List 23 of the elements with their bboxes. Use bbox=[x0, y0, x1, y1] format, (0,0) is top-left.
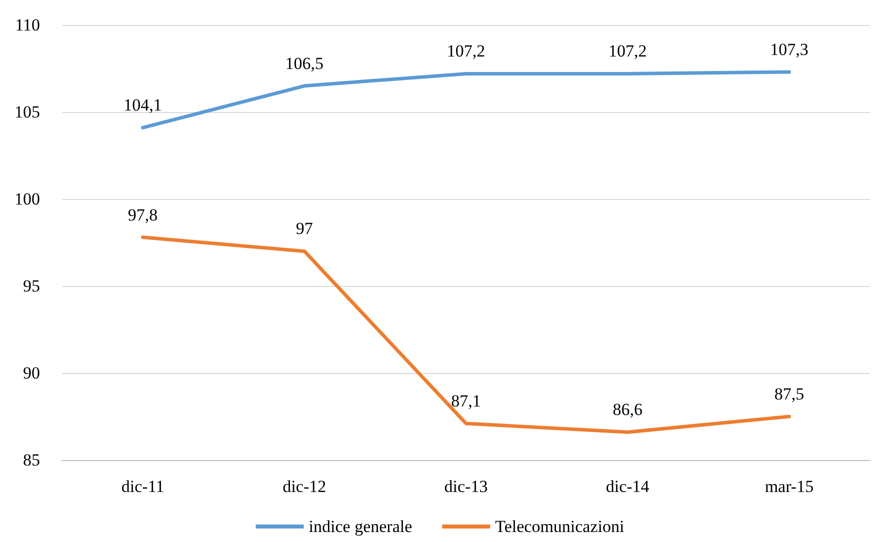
legend-label: indice generale bbox=[308, 517, 412, 536]
data-label: 87,1 bbox=[451, 391, 481, 410]
data-label: 86,6 bbox=[612, 400, 642, 420]
y-tick-label: 90 bbox=[23, 364, 40, 382]
y-tick-label: 85 bbox=[23, 450, 40, 470]
data-label: 106,5 bbox=[285, 54, 324, 73]
x-tick-label: mar-15 bbox=[764, 477, 814, 496]
data-label: 107,2 bbox=[608, 42, 647, 61]
data-label: 107,2 bbox=[446, 42, 486, 61]
y-tick-label: 100 bbox=[14, 190, 40, 208]
data-label: 97,8 bbox=[128, 205, 158, 224]
y-tick-label: 110 bbox=[15, 16, 40, 34]
x-tick-label: dic-12 bbox=[282, 477, 326, 496]
x-tick-label: dic-11 bbox=[121, 477, 164, 496]
x-tick-label: dic-14 bbox=[606, 477, 650, 496]
legend-label: Telecomunicazioni bbox=[495, 517, 624, 536]
data-label: 104,1 bbox=[124, 96, 162, 115]
data-label: 87,5 bbox=[774, 384, 804, 404]
y-tick-label: 95 bbox=[23, 276, 40, 296]
y-tick-label: 105 bbox=[14, 102, 40, 122]
data-label: 97 bbox=[296, 219, 314, 238]
data-label: 107,3 bbox=[770, 40, 808, 59]
x-tick-label: dic-13 bbox=[444, 477, 488, 496]
